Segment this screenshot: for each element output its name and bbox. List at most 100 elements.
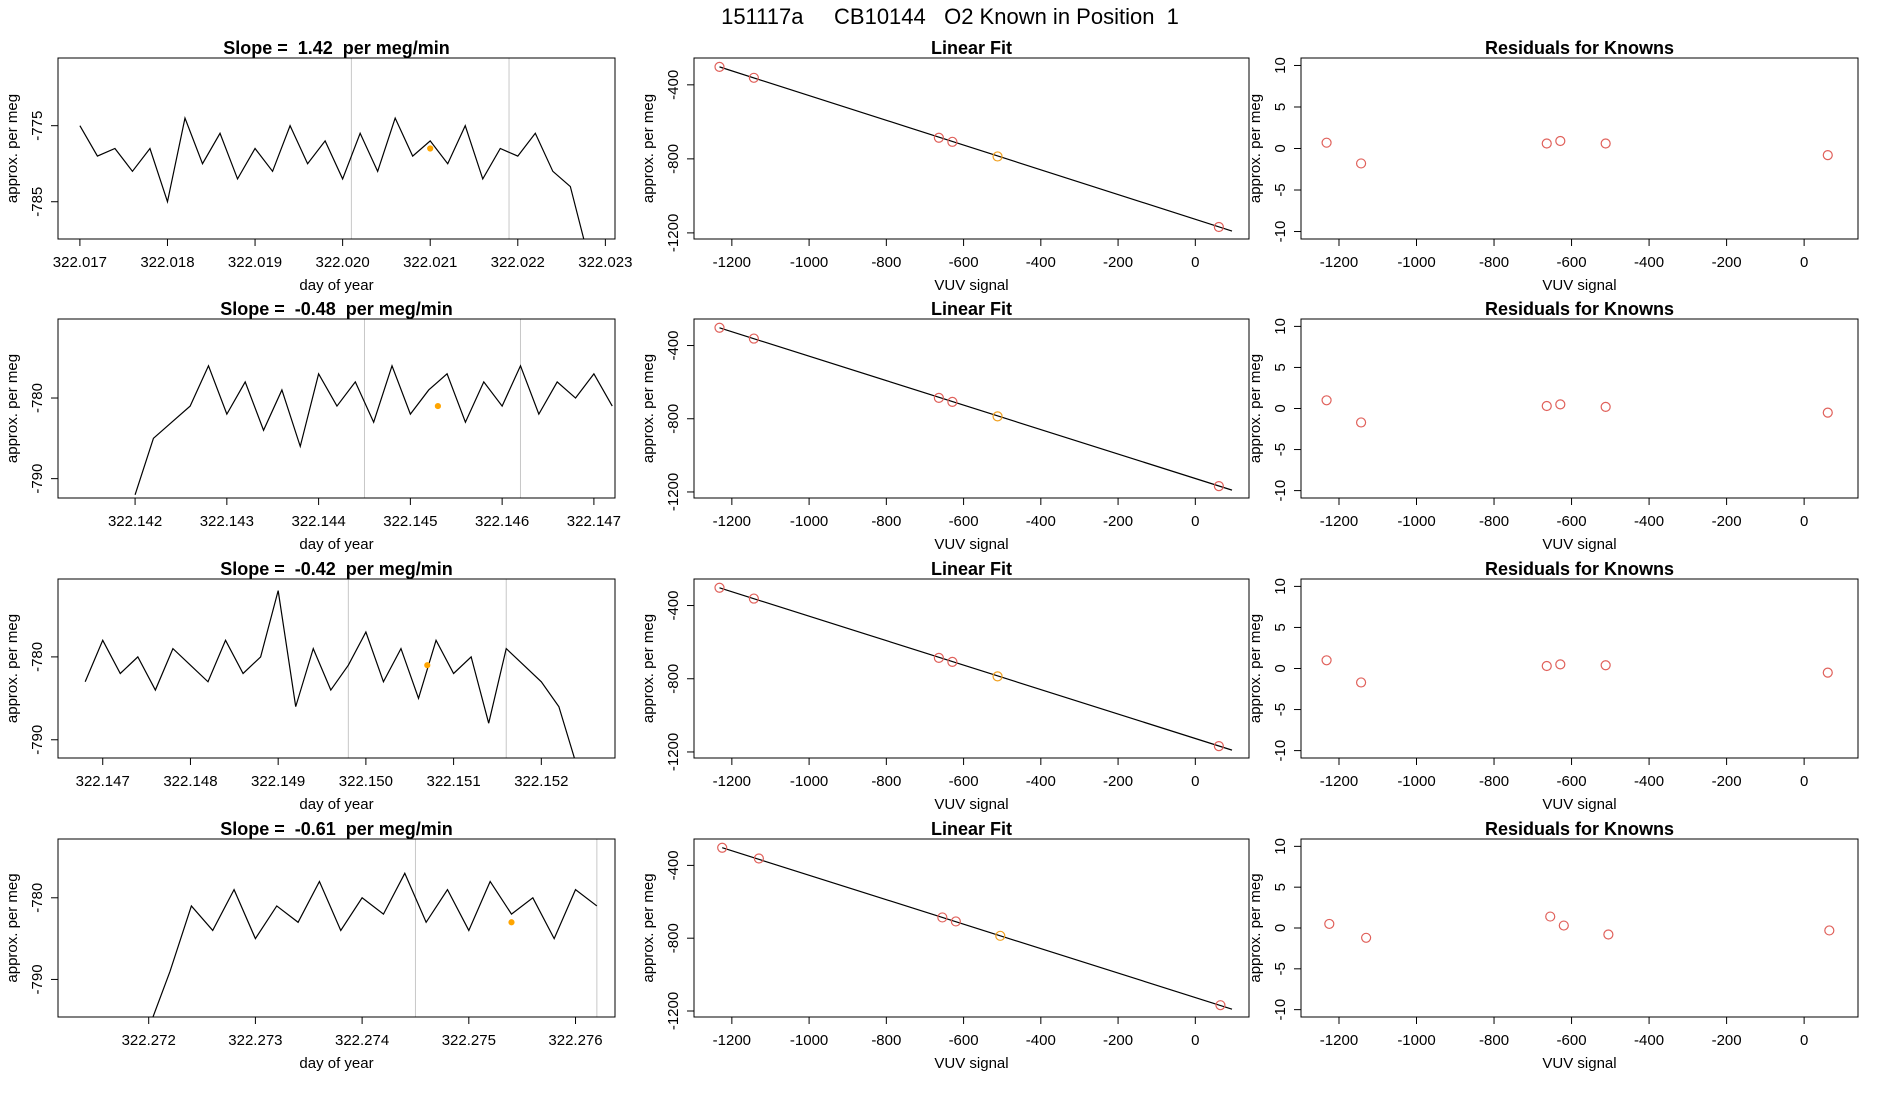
x-tick-label: 322.145	[383, 513, 437, 530]
x-tick-label: 322.144	[291, 513, 345, 530]
data-line	[722, 847, 1233, 1010]
data-point	[1213, 741, 1224, 752]
x-tick-label: -200	[1712, 254, 1742, 271]
data-point	[1603, 929, 1614, 940]
y-tick-label: 10	[1272, 318, 1289, 335]
data-point	[1355, 158, 1367, 169]
y-axis-label: approx. per meg	[640, 873, 657, 982]
y-tick-label: -1200	[665, 733, 682, 771]
panel-title: Linear Fit	[931, 38, 1012, 58]
y-axis-label: approx. per meg	[640, 614, 657, 723]
x-axis-label: day of year	[299, 277, 373, 294]
panel: Linear Fit VUV signal approx. per meg -1200…	[640, 819, 1250, 1072]
panel-title: Residuals for Knowns	[1485, 819, 1674, 839]
x-tick-label: 322.022	[491, 254, 545, 271]
x-tick-label: -1000	[1397, 254, 1435, 271]
x-tick-label: -1200	[1320, 773, 1358, 790]
data-point	[947, 396, 958, 408]
y-tick-label: -5	[1272, 183, 1289, 196]
x-tick-label: -400	[1634, 513, 1664, 530]
panel: Residuals for Knowns VUV signal approx. pe…	[1247, 819, 1859, 1072]
x-axis-label: VUV signal	[934, 796, 1008, 813]
x-tick-label: -200	[1712, 1032, 1742, 1049]
x-tick-label: -400	[1026, 254, 1056, 271]
data-point	[1321, 655, 1332, 666]
y-tick-label: -5	[1272, 443, 1289, 456]
data-point	[714, 582, 725, 593]
panel-title: Linear Fit	[931, 819, 1012, 839]
data-point	[748, 593, 759, 604]
x-tick-label: -600	[949, 513, 979, 530]
data-point	[748, 72, 759, 83]
x-tick-label: -200	[1712, 513, 1742, 530]
data-point	[1321, 395, 1332, 406]
plot-area	[84, 579, 576, 758]
y-tick-label: -780	[29, 383, 46, 413]
y-tick-label: -785	[29, 187, 46, 217]
y-tick-label: 10	[1272, 838, 1289, 855]
data-point	[1215, 1000, 1226, 1011]
y-tick-label: -800	[665, 404, 682, 434]
x-tick-label: 0	[1800, 254, 1808, 271]
x-tick-label: -1200	[713, 1032, 751, 1049]
y-axis-label: approx. per meg	[4, 873, 21, 982]
x-axis-label: VUV signal	[1542, 277, 1616, 294]
x-tick-label: 0	[1191, 254, 1199, 271]
panel: Linear Fit VUV signal approx. per meg -1200…	[640, 299, 1250, 553]
x-axis-label: VUV signal	[934, 536, 1008, 553]
y-tick-label: -400	[665, 331, 682, 361]
y-tick-label: 0	[1272, 404, 1289, 412]
x-tick-label: 322.147	[567, 513, 621, 530]
x-tick-label: -800	[871, 254, 901, 271]
y-tick-label: 5	[1272, 103, 1289, 111]
plot-area	[717, 842, 1233, 1011]
panel: Residuals for Knowns VUV signal approx. pe…	[1247, 299, 1859, 553]
y-tick-label: 0	[1272, 144, 1289, 152]
data-point	[992, 411, 1003, 422]
panel-title: Residuals for Knowns	[1485, 299, 1674, 319]
y-tick-label: -400	[665, 850, 682, 880]
data-line	[84, 590, 576, 758]
data-line	[719, 66, 1233, 232]
data-point	[1822, 407, 1833, 418]
x-tick-label: -1200	[713, 254, 751, 271]
x-tick-label: 322.149	[251, 773, 305, 790]
y-tick-label: 5	[1272, 883, 1289, 891]
data-point	[508, 919, 515, 926]
data-point	[714, 322, 725, 333]
x-tick-label: -200	[1103, 513, 1133, 530]
y-tick-label: -780	[29, 883, 46, 913]
data-line	[79, 115, 585, 239]
data-point	[424, 662, 431, 669]
y-tick-label: -400	[665, 70, 682, 100]
panel: Residuals for Knowns VUV signal approx. pe…	[1247, 38, 1859, 294]
x-tick-label: 322.023	[578, 254, 632, 271]
y-tick-label: -800	[665, 923, 682, 953]
y-tick-label: 10	[1272, 578, 1289, 595]
y-tick-label: -1200	[665, 473, 682, 511]
panel-title: Slope = 1.42 per meg/min	[223, 38, 450, 58]
y-tick-label: 5	[1272, 623, 1289, 631]
x-tick-label: -1000	[790, 254, 828, 271]
x-tick-label: 0	[1800, 513, 1808, 530]
x-axis-label: VUV signal	[934, 277, 1008, 294]
x-tick-label: -1200	[713, 773, 751, 790]
plot-area	[1321, 655, 1833, 688]
x-tick-label: -800	[871, 513, 901, 530]
data-point	[1541, 660, 1552, 672]
y-tick-label: -790	[29, 464, 46, 494]
x-tick-label: 322.152	[514, 773, 568, 790]
y-tick-label: -1200	[665, 214, 682, 252]
x-tick-label: 322.275	[442, 1032, 496, 1049]
data-point	[1600, 401, 1611, 412]
x-tick-label: 322.146	[475, 513, 529, 530]
panel: Linear Fit VUV signal approx. per meg -1200…	[640, 559, 1250, 813]
panel: Linear Fit VUV signal approx. per meg -1200…	[640, 38, 1250, 294]
x-tick-label: 322.142	[108, 513, 162, 530]
x-tick-label: -1000	[1397, 1032, 1435, 1049]
plot-frame	[1300, 838, 1859, 1018]
plot-frame	[57, 318, 616, 499]
data-point	[933, 652, 944, 663]
x-tick-label: 322.148	[163, 773, 217, 790]
